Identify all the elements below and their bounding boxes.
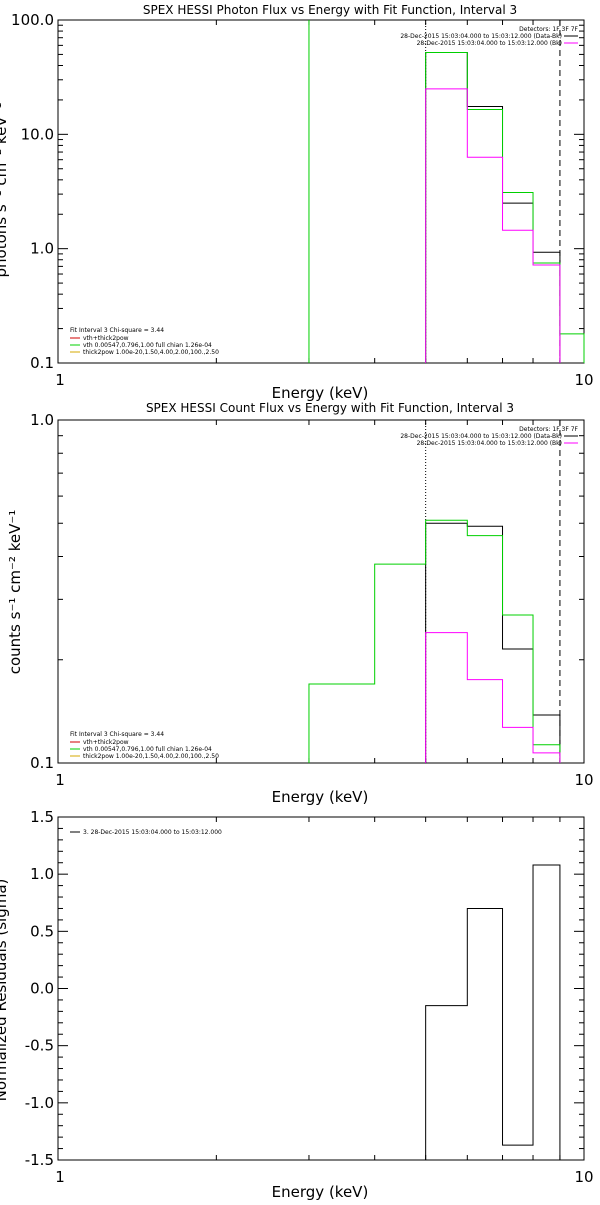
residuals-series-residuals [425, 864, 561, 1160]
residuals-y-tick-label-0-5: 0.5 [30, 922, 54, 940]
photon-series-bk [425, 88, 561, 363]
residuals-y-tick-label-1-0: -1.0 [25, 1094, 54, 1112]
photon-legend-vth: vth 0.00547,0.796,1.00 full chian 1.26e-… [83, 342, 212, 349]
photon-detectors-label: Detectors: 1F 3F 7F [519, 26, 578, 33]
count-x-tick-label-10: 10 [574, 771, 593, 789]
photon-reference-lines [308, 20, 561, 363]
photon-flux-panel: SPEX HESSI Photon Flux vs Energy with Fi… [0, 3, 594, 402]
photon-top-right-legend: Detectors: 1F 3F 7F 28-Dec-2015 15:03:04… [400, 26, 578, 47]
count-plot-frame [57, 419, 585, 764]
photon-legend-thick2pow: thick2pow 1.00e-20,1.50,4.00,2.00,100.,2… [83, 349, 219, 356]
residuals-y-tick-label-1-5: 1.5 [30, 808, 54, 826]
count-series-data-bk [425, 522, 561, 763]
count-reference-lines [425, 420, 561, 763]
count-bottom-left-legend: Fit Interval 3 Chi-square = 3.44 vth+thi… [70, 731, 219, 760]
count-x-tick-label-1: 1 [55, 771, 65, 789]
photon-bottom-left-legend: Fit Interval 3 Chi-square = 3.44 vth+thi… [70, 327, 219, 356]
count-legend-vth-thick2pow: vth+thick2pow [83, 739, 129, 746]
count-flux-panel: SPEX HESSI Count Flux vs Energy with Fit… [6, 401, 594, 806]
residuals-y-tick-label-1-0: 1.0 [30, 865, 54, 883]
photon-legend-bk: 28-Dec-2015 15:03:04.000 to 15:03:12.000… [417, 40, 562, 47]
photon-x-tick-label-1: 1 [55, 371, 65, 389]
residuals-plot-frame [57, 816, 585, 1161]
count-fit-header: Fit Interval 3 Chi-square = 3.44 [70, 731, 164, 738]
count-detectors-label: Detectors: 1F 3F 7F [519, 426, 578, 433]
residuals-x-tick-label-1: 1 [55, 1168, 65, 1186]
residuals-x-axis-label: Energy (keV) [272, 1183, 369, 1200]
residuals-x-ticks [215, 817, 561, 1160]
residuals-y-tick-label-1-5: -1.5 [25, 1151, 54, 1169]
residuals-y-tick-label-0-5: -0.5 [25, 1037, 54, 1055]
count-x-ticks [215, 420, 561, 763]
photon-panel-title: SPEX HESSI Photon Flux vs Energy with Fi… [143, 3, 517, 17]
photon-x-axis-label: Energy (keV) [272, 384, 369, 402]
count-legend-bk: 28-Dec-2015 15:03:04.000 to 15:03:12.000… [417, 440, 562, 447]
photon-legend-vth-thick2pow: vth+thick2pow [83, 335, 129, 342]
photon-legend-data-bk: 28-Dec-2015 15:03:04.000 to 15:03:12.000… [400, 33, 562, 40]
photon-fit-header: Fit Interval 3 Chi-square = 3.44 [70, 327, 164, 334]
count-series [308, 519, 561, 763]
photon-y-ticks: 0.1 1.0 10.0 100.0 [11, 11, 584, 372]
count-series-vth [308, 519, 561, 763]
count-y-axis-label: counts s⁻¹ cm⁻² keV⁻¹ [6, 510, 24, 675]
photon-y-tick-label-100-0: 100.0 [11, 11, 54, 29]
residuals-y-tick-label-0-0: 0.0 [30, 980, 54, 998]
residuals-legend-entry: 3. 28-Dec-2015 15:03:04.000 to 15:03:12.… [83, 829, 222, 836]
count-top-right-legend: Detectors: 1F 3F 7F 28-Dec-2015 15:03:04… [400, 426, 578, 447]
residuals-series [425, 864, 561, 1160]
count-legend-vth: vth 0.00547,0.796,1.00 full chian 1.26e-… [83, 746, 212, 753]
count-series-bk [425, 632, 561, 763]
count-y-tick-label-0-1: 0.1 [30, 754, 54, 772]
residuals-y-axis-label: Normalized Residuals (sigma) [0, 879, 10, 1102]
photon-y-axis-label: photons s⁻¹ cm⁻² keV⁻¹ [0, 103, 10, 278]
count-legend-data-bk: 28-Dec-2015 15:03:04.000 to 15:03:12.000… [400, 433, 562, 440]
photon-x-tick-label-10: 10 [574, 371, 593, 389]
photon-plot-frame [57, 19, 585, 364]
count-x-axis-label: Energy (keV) [272, 788, 369, 806]
residuals-legend: 3. 28-Dec-2015 15:03:04.000 to 15:03:12.… [70, 829, 222, 836]
residuals-x-tick-label-10: 10 [574, 1168, 593, 1186]
photon-x-ticks [215, 20, 561, 363]
count-panel-title: SPEX HESSI Count Flux vs Energy with Fit… [146, 401, 514, 415]
photon-y-tick-label-10-0: 10.0 [21, 125, 54, 143]
photon-y-tick-label-1-0: 1.0 [30, 240, 54, 258]
residuals-y-ticks: -1.5 -1.0 -0.5 0.0 0.5 1.0 1.5 [25, 808, 584, 1169]
count-y-ticks: 0.1 1.0 [30, 411, 584, 772]
photon-series [425, 51, 585, 363]
photon-series-vth [425, 51, 585, 363]
photon-series-data-bk [425, 51, 561, 363]
photon-y-tick-label-0-1: 0.1 [30, 354, 54, 372]
count-legend-thick2pow: thick2pow 1.00e-20,1.50,4.00,2.00,100.,2… [83, 753, 219, 760]
residuals-panel: -1.5 -1.0 -0.5 0.0 0.5 1.0 1.5 1 10 Energy (ke… [0, 808, 594, 1201]
count-y-tick-label-1-0: 1.0 [30, 411, 54, 429]
